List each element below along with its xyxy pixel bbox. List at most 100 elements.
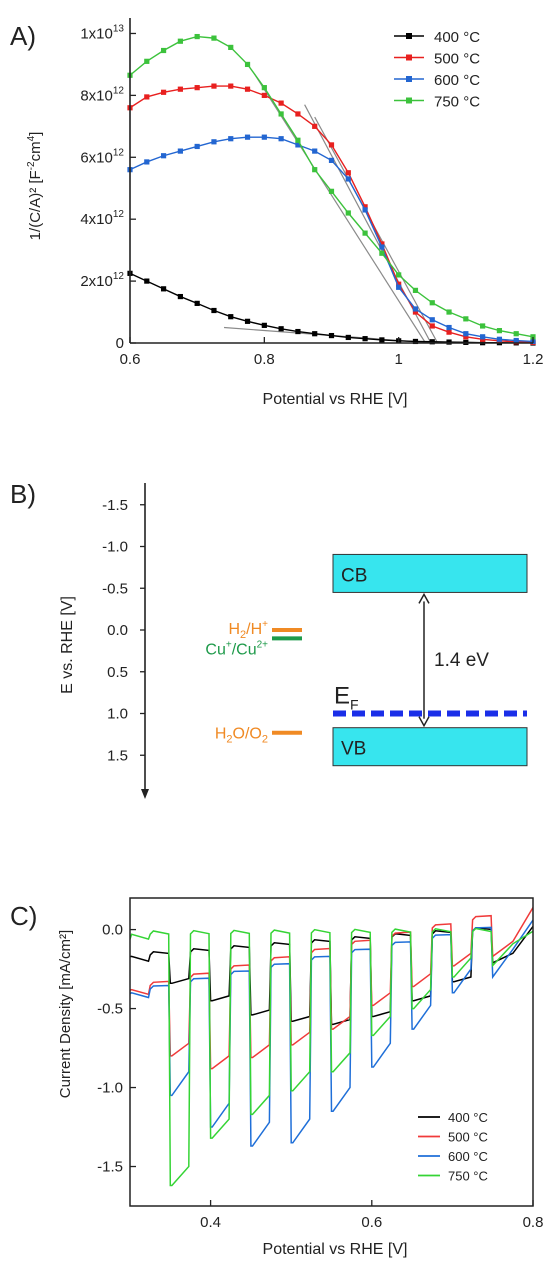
panel-c-y-tick-label-2: -1.0 bbox=[97, 1080, 123, 1097]
panel-a-point-3-14 bbox=[362, 230, 368, 236]
panel-c-legend-label-0: 400 °C bbox=[448, 1110, 488, 1125]
panel-a-x-tick-label-1: 0.8 bbox=[254, 351, 275, 368]
panel-a-legend-swatch-marker-0 bbox=[406, 33, 412, 39]
panel-a-point-1-18 bbox=[429, 323, 435, 329]
panel-a-y-tick-label-1: 2x1012 bbox=[80, 271, 124, 290]
panel-a: A) 1/(C/A)² [F-2cm4] 0.6 0.8 1 1.202x10124x… bbox=[10, 18, 543, 408]
panel-a-point-1-6 bbox=[228, 83, 234, 89]
panel-c-series-line-1 bbox=[130, 907, 533, 1070]
panel-a-legend-swatch-marker-1 bbox=[406, 54, 412, 61]
panel-a-point-2-15 bbox=[379, 244, 385, 250]
panel-a-point-2-11 bbox=[312, 148, 318, 154]
panel-a-point-0-5 bbox=[211, 307, 217, 314]
panel-a-point-3-10 bbox=[295, 137, 301, 143]
panel-b-vb-label: VB bbox=[341, 739, 366, 760]
panel-c-series-line-2 bbox=[130, 919, 533, 1147]
panel-a-x-tick-label-2: 1 bbox=[394, 351, 402, 368]
panel-a-point-3-2 bbox=[160, 47, 167, 54]
panel-a-y-tick-label-2: 4x1012 bbox=[80, 209, 124, 228]
panel-a-point-0-10 bbox=[295, 328, 301, 335]
panel-c-legend-label-3: 750 °C bbox=[448, 1169, 488, 1184]
ylabel-end: ] bbox=[27, 132, 44, 136]
panel-a-point-3-24 bbox=[530, 334, 536, 340]
ylabel-sup1: -2 bbox=[26, 161, 37, 170]
panel-a-point-0-4 bbox=[194, 300, 200, 306]
panel-b-gap-arrow-head-bottom bbox=[418, 716, 430, 728]
redox-mid: /H bbox=[246, 621, 262, 638]
panel-a-point-3-6 bbox=[228, 44, 234, 51]
panel-a-point-3-1 bbox=[144, 58, 150, 64]
panel-a-plot-area: 0.6 0.8 1 1.202x10124x10126x10128x10121x101… bbox=[80, 18, 543, 368]
panel-a-point-0-18 bbox=[429, 339, 435, 345]
panel-c-x-axis-label: Potential vs RHE [V] bbox=[263, 1241, 408, 1258]
panel-b-redox-label-0: H2/H+ bbox=[228, 619, 268, 641]
panel-a-y-tick-label-4: 8x1012 bbox=[80, 85, 124, 104]
panel-a-point-3-17 bbox=[412, 287, 419, 293]
panel-b-tick-label-3: 0.0 bbox=[107, 622, 128, 639]
redox-sup: + bbox=[262, 619, 268, 630]
panel-a-point-2-4 bbox=[194, 143, 200, 150]
panel-a-point-0-12 bbox=[328, 332, 335, 339]
panel-b-vb-band bbox=[332, 727, 528, 767]
panel-a-point-3-20 bbox=[463, 316, 469, 322]
panel-a-point-3-8 bbox=[261, 85, 267, 91]
panel-a-point-0-2 bbox=[160, 286, 167, 292]
panel-c-y-tick-label-1: -0.5 bbox=[97, 1001, 123, 1018]
panel-a-point-1-1 bbox=[144, 94, 150, 100]
panel-a-point-2-20 bbox=[463, 331, 469, 337]
tick-exp: 12 bbox=[113, 209, 125, 220]
panel-a-x-axis-label: Potential vs RHE [V] bbox=[263, 391, 408, 408]
panel-a-point-0-11 bbox=[312, 331, 318, 337]
panel-a-point-3-13 bbox=[345, 210, 351, 216]
panel-b-axis-arrow bbox=[141, 789, 149, 799]
panel-a-series-line-0 bbox=[130, 272, 533, 343]
tick-base: 8x10 bbox=[80, 87, 113, 104]
panel-b-tick-label-0: -1.5 bbox=[102, 497, 128, 514]
panel-a-point-3-22 bbox=[496, 328, 503, 334]
redox-mid: O/O bbox=[233, 726, 262, 743]
panel-a-point-3-23 bbox=[513, 331, 519, 337]
panel-a-point-1-7 bbox=[244, 86, 251, 92]
panel-a-point-0-7 bbox=[244, 318, 251, 324]
panel-b-redox-label-2: H2O/O2 bbox=[215, 726, 268, 746]
panel-a-point-3-3 bbox=[177, 38, 183, 44]
panel-b-cb-band bbox=[332, 553, 528, 593]
panel-a-point-3-9 bbox=[278, 111, 284, 117]
redox-sup: + bbox=[226, 639, 232, 650]
panel-a-point-0-9 bbox=[278, 326, 284, 332]
panel-a-point-0-19 bbox=[446, 339, 452, 345]
panel-a-point-2-18 bbox=[429, 317, 435, 323]
panel-c-y-tick-label-0: 0.0 bbox=[102, 922, 123, 939]
tick-exp: 13 bbox=[113, 23, 125, 34]
panel-a-point-3-12 bbox=[328, 188, 335, 194]
redox-tail-sup: 2+ bbox=[257, 639, 269, 650]
ylabel-sup2: 4 bbox=[26, 135, 37, 141]
fermi-main: E bbox=[334, 683, 350, 710]
panel-a-point-1-14 bbox=[362, 204, 368, 210]
panel-a-point-3-4 bbox=[194, 33, 200, 40]
panel-a-point-1-15 bbox=[379, 241, 385, 247]
panel-c-y-tick-label-3: -1.5 bbox=[97, 1159, 123, 1176]
panel-a-point-2-1 bbox=[144, 159, 150, 165]
panel-a-point-1-17 bbox=[412, 309, 419, 315]
panel-b-fermi-label: EF bbox=[334, 683, 359, 713]
panel-a-point-1-19 bbox=[446, 329, 452, 335]
panel-a-point-3-15 bbox=[379, 250, 385, 256]
panel-a-label: A) bbox=[10, 21, 36, 51]
panel-a-point-2-10 bbox=[295, 142, 301, 148]
panel-c-x-tick-label-1: 0.6 bbox=[361, 1214, 382, 1231]
panel-a-point-2-5 bbox=[211, 139, 217, 145]
panel-a-point-3-7 bbox=[244, 61, 251, 68]
tick-base: 4x10 bbox=[80, 211, 113, 228]
panel-a-point-0-14 bbox=[362, 336, 368, 342]
panel-c-plot-area: 0.4 0.6 0.8 0.0 -0.5 -1.0 -1.5 400 °C 500 °C 600 … bbox=[97, 897, 543, 1231]
panel-a-point-1-13 bbox=[345, 170, 351, 176]
panel-b-gap-arrow-head-top bbox=[418, 592, 430, 604]
panel-c-y-axis-label: Current Density [mA/cm²] bbox=[57, 930, 74, 1098]
panel-c-label: C) bbox=[10, 901, 37, 931]
panel-b-tick-label-6: 1.5 bbox=[107, 747, 128, 764]
redox-sub: 2 bbox=[226, 734, 232, 746]
panel-a-point-0-15 bbox=[379, 337, 385, 343]
panel-a-point-2-9 bbox=[278, 136, 284, 142]
panel-a-point-2-16 bbox=[396, 284, 402, 290]
